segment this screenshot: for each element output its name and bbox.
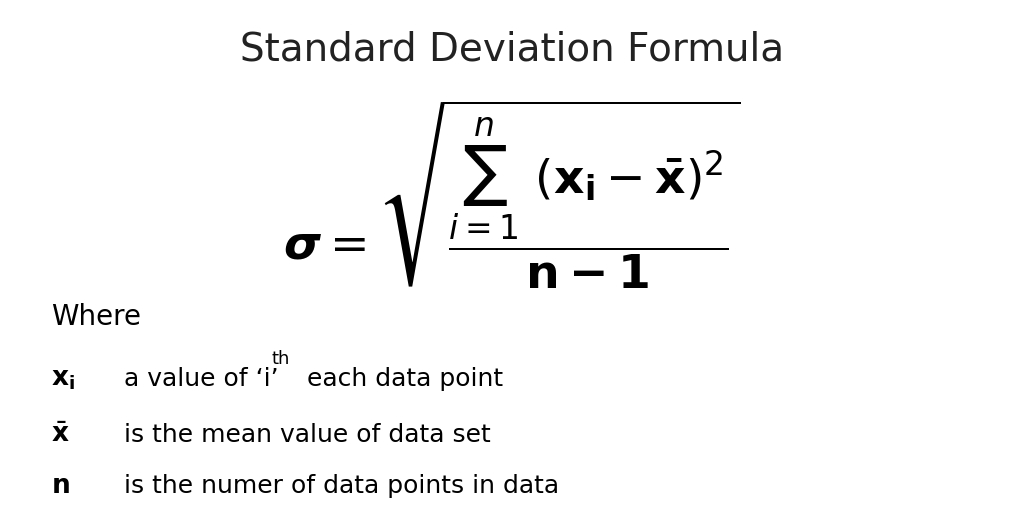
Text: each data point: each data point [299,367,503,391]
Text: $\boldsymbol{\sigma} = \sqrt{\dfrac{\sum_{i=1}^{n}\ (\mathbf{x_i} - \mathbf{\bar: $\boldsymbol{\sigma} = \sqrt{\dfrac{\sum… [284,98,740,291]
Text: is the mean value of data set: is the mean value of data set [108,423,490,447]
Text: $\mathbf{x_i}$: $\mathbf{x_i}$ [51,366,75,392]
Text: $\mathbf{\bar{x}}$: $\mathbf{\bar{x}}$ [51,422,70,448]
Text: Standard Deviation Formula: Standard Deviation Formula [240,31,784,69]
Text: a value of ‘i’: a value of ‘i’ [108,367,286,391]
Text: is the numer of data points in data: is the numer of data points in data [108,475,559,498]
Text: Where: Where [51,304,141,331]
Text: th: th [271,350,290,369]
Text: $\mathbf{n}$: $\mathbf{n}$ [51,474,70,499]
